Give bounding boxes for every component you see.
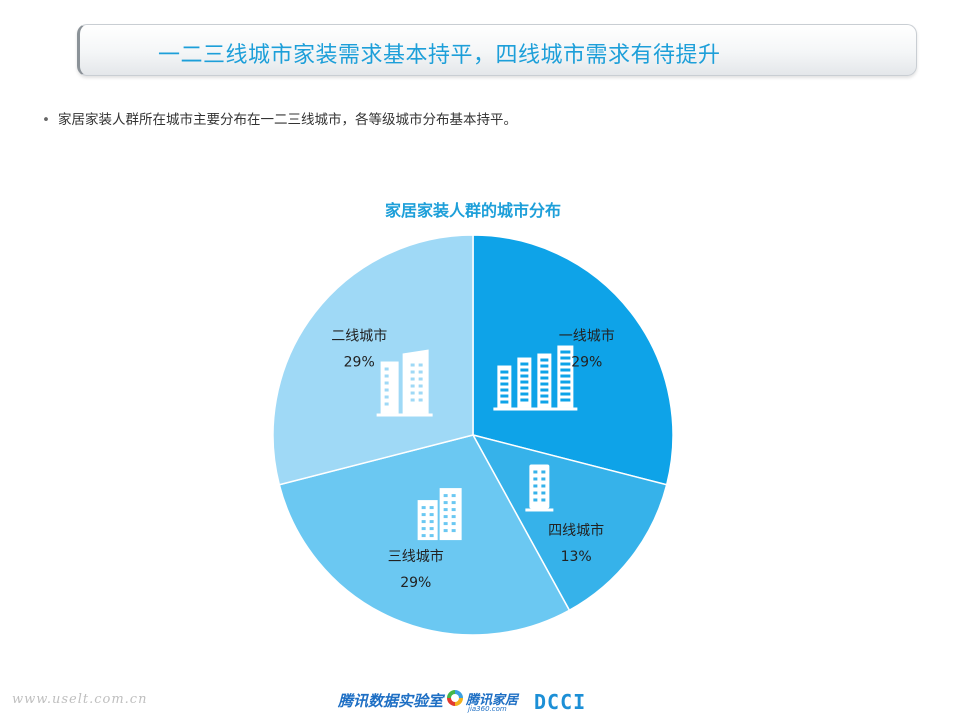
jiaju-url: jia360.com xyxy=(468,705,507,713)
tall-buildings-icon xyxy=(493,345,578,411)
slice-value-四线城市: 13% xyxy=(561,549,592,565)
page-title: 一二三线城市家装需求基本持平，四线城市需求有待提升 xyxy=(158,43,721,68)
jiaju-name: 腾讯家居 xyxy=(466,693,519,708)
slice-label-三线城市: 三线城市 xyxy=(388,548,444,565)
tencent-lab-logo: 腾讯数据实验室 xyxy=(338,692,444,710)
pie-slice-二线城市 xyxy=(272,234,474,486)
mid-buildings-icon xyxy=(417,488,462,541)
slice-value-二线城市: 29% xyxy=(344,355,375,371)
slice-label-四线城市: 四线城市 xyxy=(548,522,604,539)
single-building-icon xyxy=(525,464,554,512)
jiaju-emblem-icon xyxy=(447,690,463,706)
chart-title: 家居家装人群的城市分布 xyxy=(384,201,561,220)
bullet-line: • 家居家装人群所在城市主要分布在一二三线城市，各等级城市分布基本持平。 xyxy=(42,108,517,128)
slice-label-一线城市: 一线城市 xyxy=(559,328,615,345)
bullet-text: 家居家装人群所在城市主要分布在一二三线城市，各等级城市分布基本持平。 xyxy=(58,112,517,128)
slice-label-二线城市: 二线城市 xyxy=(331,328,387,345)
dcci-logo: DCCI xyxy=(534,690,587,714)
watermark: www.uselt.com.cn xyxy=(12,692,148,707)
tencent-jiaju-logo: 腾讯家居 jia360.com xyxy=(447,686,537,716)
slice-value-一线城市: 29% xyxy=(571,355,602,371)
twin-towers-icon xyxy=(376,349,433,417)
title-bar: 一二三线城市家装需求基本持平，四线城市需求有待提升 xyxy=(77,24,917,76)
slice-value-三线城市: 29% xyxy=(400,575,431,591)
bullet-dot: • xyxy=(42,112,50,128)
pie-slice-四线城市 xyxy=(471,433,668,612)
